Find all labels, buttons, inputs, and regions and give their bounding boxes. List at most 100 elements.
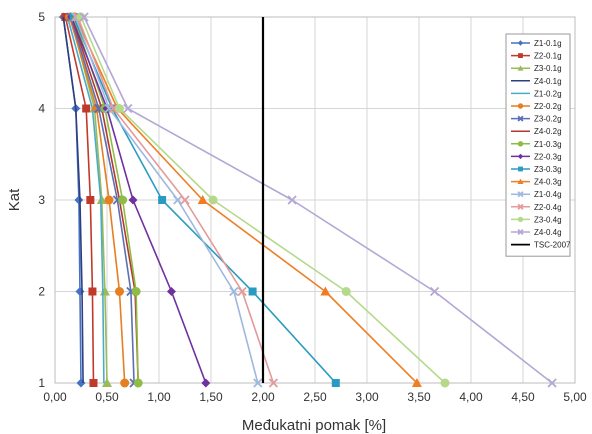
legend-label: Z4-0.1g <box>534 77 562 86</box>
data-point <box>128 195 138 205</box>
legend-item: Z3-0.2g <box>511 115 562 124</box>
legend-items: Z1-0.1g Z2-0.1g Z3-0.1g Z4-0.1g Z1-0.2g Z2-0.… <box>511 39 571 250</box>
legend-label: Z1-0.2g <box>534 89 562 98</box>
data-point <box>517 191 524 198</box>
data-point <box>158 196 167 204</box>
x-tick-label: 4,00 <box>459 390 483 404</box>
legend-item: TSC-2007 <box>511 241 571 250</box>
data-point <box>320 286 331 296</box>
data-point <box>75 287 85 296</box>
x-tick-label: 1,00 <box>147 390 171 404</box>
data-point <box>123 103 133 114</box>
data-point <box>518 166 523 172</box>
legend-label: Z3-0.1g <box>534 64 562 73</box>
y-tick-label: 1 <box>38 376 45 390</box>
data-point <box>517 203 524 210</box>
legend-item: Z3-0.4g <box>511 215 562 224</box>
data-point <box>517 115 524 122</box>
data-point <box>518 53 523 58</box>
legend-label: Z4-0.4g <box>534 228 562 237</box>
legend-label: TSC-2007 <box>534 241 571 250</box>
data-point <box>173 195 183 205</box>
data-point <box>118 195 128 205</box>
series-Z3-0.4g <box>76 12 450 388</box>
legend-label: Z1-0.1g <box>534 39 562 48</box>
legend-item: Z1-0.3g <box>511 140 562 149</box>
data-point <box>131 287 141 296</box>
legend-item: Z4-0.4g <box>511 228 562 237</box>
series-line <box>66 16 105 384</box>
data-point <box>440 378 450 388</box>
legend-label: Z2-0.1g <box>534 52 562 61</box>
legend-item: Z1-0.1g <box>511 39 562 48</box>
legend-item: Z4-0.3g <box>511 178 562 187</box>
data-point <box>517 65 524 71</box>
x-tick-label: 2,50 <box>303 390 327 404</box>
data-point <box>180 195 190 205</box>
data-point <box>76 378 86 388</box>
legend-label: Z2-0.2g <box>534 102 562 111</box>
legend-label: Z1-0.3g <box>534 140 562 149</box>
legend-label: Z4-0.3g <box>534 178 562 187</box>
data-point <box>197 195 208 204</box>
legend-label: Z3-0.3g <box>534 165 562 174</box>
data-point <box>268 378 279 388</box>
legend-item: Z3-0.3g <box>511 165 562 174</box>
legend-label: Z3-0.2g <box>534 115 562 124</box>
legend-item: Z2-0.2g <box>511 102 562 111</box>
series-layer <box>58 12 557 388</box>
x-tick-labels: 0,00 0,50 1,00 1,50 2,00 2,50 3,00 3,50 4,00 4,50… <box>43 390 587 404</box>
y-tick-label: 2 <box>38 285 45 299</box>
x-tick-label: 0,00 <box>43 390 67 404</box>
data-point <box>79 12 89 22</box>
x-tick-label: 4,50 <box>511 390 535 404</box>
data-point <box>248 287 257 296</box>
data-point <box>166 287 176 296</box>
y-tick-labels: 1 2 3 4 5 <box>38 10 45 390</box>
data-point <box>229 286 239 297</box>
data-point <box>517 178 524 184</box>
x-tick-label: 1,50 <box>199 390 223 404</box>
legend-label: Z2-0.3g <box>534 152 562 161</box>
data-point <box>201 378 211 388</box>
data-point <box>341 287 351 296</box>
data-point <box>287 195 297 205</box>
x-tick-label: 2,00 <box>251 390 275 404</box>
data-point <box>517 153 524 160</box>
data-point <box>517 40 524 46</box>
data-point <box>96 195 107 204</box>
data-point <box>517 228 524 236</box>
legend-item: Z1-0.4g <box>511 190 562 199</box>
legend-item: Z1-0.2g <box>511 89 562 98</box>
data-point <box>237 286 247 297</box>
data-point <box>517 216 524 223</box>
data-point <box>547 378 557 388</box>
legend-label: Z3-0.4g <box>534 215 562 224</box>
data-point <box>76 12 86 22</box>
x-axis-title: Međukatni pomak [%] <box>242 417 386 434</box>
y-tick-label: 5 <box>38 10 45 24</box>
data-point <box>120 378 130 388</box>
plot-area-frame <box>54 16 576 384</box>
data-point <box>253 378 263 388</box>
series-Z1-0.2g <box>66 16 105 384</box>
legend-label: Z1-0.4g <box>534 190 562 199</box>
data-point <box>517 103 524 109</box>
series-Z4-0.4g <box>79 12 557 388</box>
legend: Z1-0.1g Z2-0.1g Z3-0.1g Z4-0.1g Z1-0.2g Z2-0.… <box>505 33 571 257</box>
data-point <box>82 104 91 113</box>
legend-label: Z4-0.2g <box>534 127 562 136</box>
data-point <box>114 104 124 113</box>
series-line <box>62 16 84 384</box>
y-axis-title: Kat <box>6 188 23 211</box>
data-point <box>88 287 97 296</box>
x-tick-label: 3,50 <box>407 390 431 404</box>
data-point <box>74 195 84 205</box>
data-point <box>104 195 114 205</box>
legend-item: Z2-0.1g <box>511 52 562 61</box>
data-point <box>517 141 524 147</box>
data-point <box>429 286 440 297</box>
legend-item: Z2-0.3g <box>511 152 562 161</box>
x-tick-label: 5,00 <box>563 390 587 404</box>
